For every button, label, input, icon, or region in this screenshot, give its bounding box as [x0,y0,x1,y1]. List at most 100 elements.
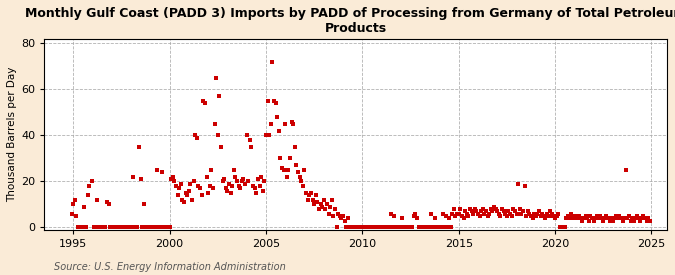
Point [280,122,291,126]
Point [522,209,533,214]
Point [503,209,514,214]
Point [367,225,377,230]
Point [254,184,265,188]
Point [121,225,132,230]
Point [603,216,614,221]
Point [93,225,104,230]
Point [283,168,294,172]
Point [447,211,458,216]
Point [534,209,545,214]
Point [443,216,454,221]
Point [622,216,632,221]
Point [146,225,157,230]
Point [234,184,244,188]
Point [206,168,217,172]
Point [90,225,101,230]
Point [617,218,628,223]
Point [173,186,184,191]
Point [135,177,146,182]
Point [598,218,609,223]
Point [540,216,551,221]
Point [439,225,450,230]
Point [506,214,517,218]
Point [140,225,151,230]
Point [545,209,556,214]
Point [562,214,573,218]
Point [200,101,211,106]
Point [217,179,228,184]
Point [637,216,647,221]
Point [604,218,615,223]
Point [561,216,572,221]
Point [490,207,501,211]
Point [513,182,524,186]
Point [99,225,109,230]
Point [327,198,338,202]
Point [630,216,641,221]
Point [293,170,304,174]
Point [129,225,140,230]
Point [270,101,281,106]
Point [182,193,192,197]
Point [196,193,207,197]
Point [68,202,78,207]
Point [265,122,276,126]
Point [299,168,310,172]
Point [294,175,305,179]
Point [394,225,405,230]
Point [103,202,114,207]
Point [341,225,352,230]
Point [350,225,361,230]
Point [240,182,250,186]
Point [347,225,358,230]
Point [577,218,588,223]
Point [79,205,90,209]
Point [574,214,585,218]
Point [179,200,190,204]
Point [314,207,325,211]
Point [497,207,508,211]
Point [360,225,371,230]
Point [405,225,416,230]
Point [456,214,467,218]
Point [291,163,302,167]
Point [634,218,645,223]
Point [304,193,315,197]
Text: Source: U.S. Energy Information Administration: Source: U.S. Energy Information Administ… [54,262,286,272]
Point [633,216,644,221]
Point [358,225,369,230]
Point [378,225,389,230]
Point [338,214,348,218]
Point [211,76,221,80]
Point [241,133,252,138]
Point [219,177,230,182]
Point [371,225,382,230]
Point [427,225,438,230]
Point [570,214,581,218]
Point [616,216,626,221]
Point [238,177,249,182]
Point [596,216,607,221]
Point [221,186,232,191]
Point [259,179,270,184]
Point [176,182,186,186]
Point [400,225,411,230]
Point [323,211,334,216]
Point [202,191,213,195]
Point [437,211,448,216]
Point [426,211,437,216]
Point [130,225,141,230]
Point [575,216,586,221]
Point [599,216,610,221]
Point [638,214,649,218]
Point [389,214,400,218]
Point [352,225,363,230]
Point [105,225,115,230]
Point [213,133,223,138]
Point [537,211,547,216]
Point [100,225,111,230]
Point [73,225,84,230]
Point [468,211,479,216]
Point [396,225,406,230]
Point [392,225,403,230]
